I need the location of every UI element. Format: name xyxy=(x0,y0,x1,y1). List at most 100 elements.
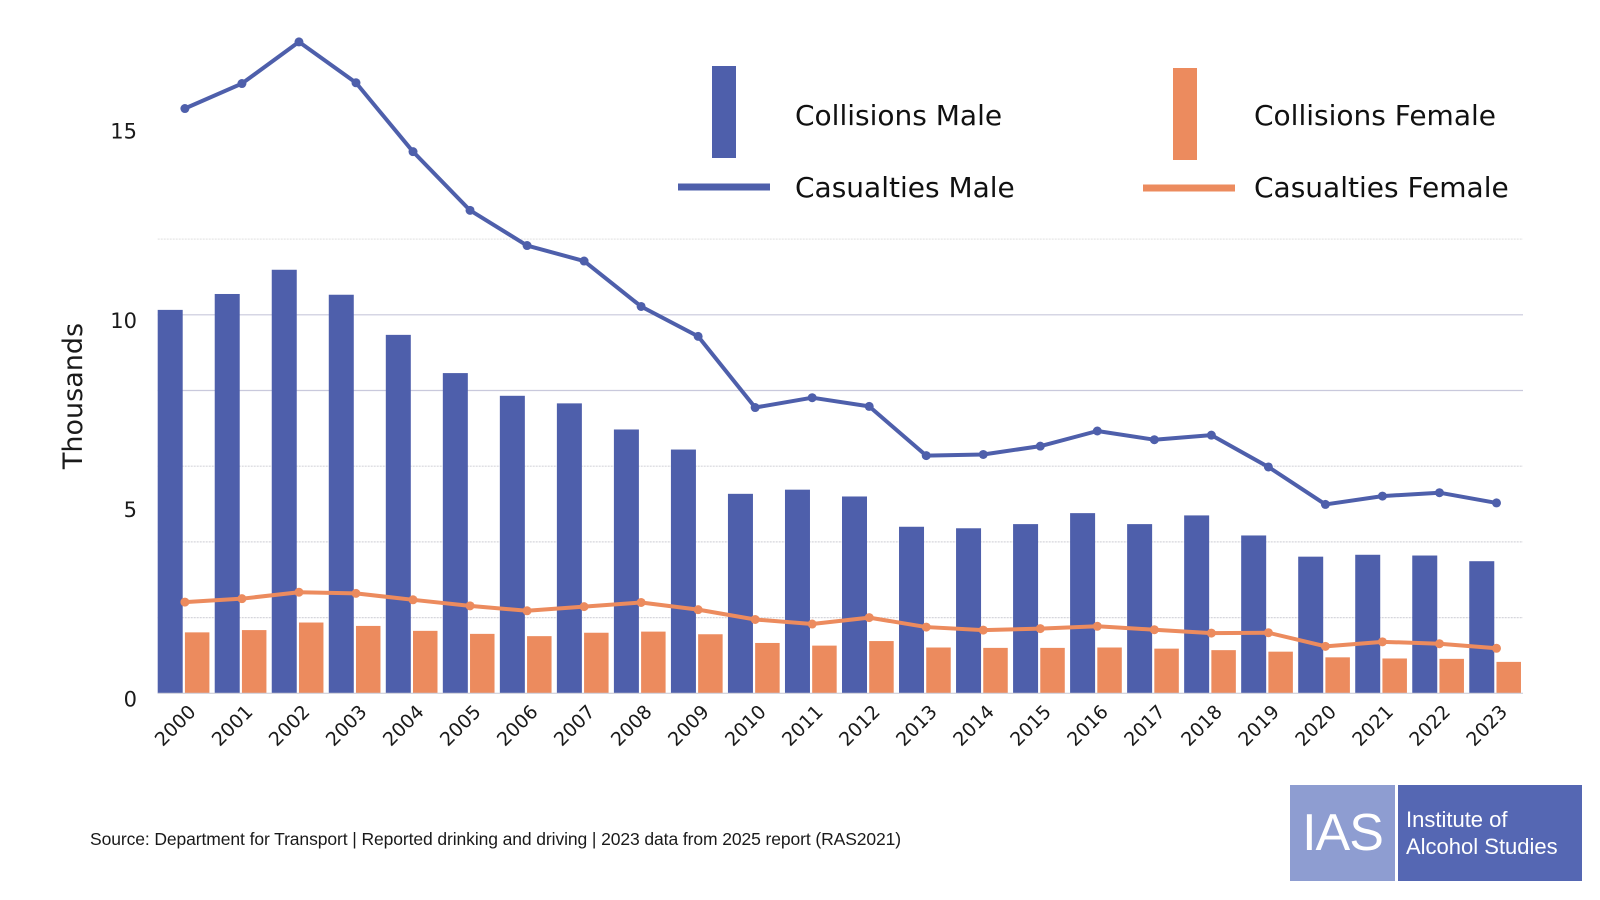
bar-collisions-male-2022 xyxy=(1412,555,1438,694)
x-tick-label: 2020 xyxy=(1291,701,1341,751)
logo-mark: IAS xyxy=(1290,785,1395,881)
bar-collisions-female-2013 xyxy=(926,647,951,694)
bar-collisions-female-2020 xyxy=(1325,657,1350,694)
point-casualties-female-2017 xyxy=(1149,625,1159,635)
bar-collisions-male-2003 xyxy=(328,294,354,694)
bar-collisions-male-2009 xyxy=(670,449,696,694)
bar-collisions-male-2014 xyxy=(956,528,982,694)
bar-collisions-female-2005 xyxy=(470,633,495,694)
point-casualties-female-2020 xyxy=(1320,641,1330,651)
point-casualties-male-2021 xyxy=(1377,491,1387,501)
point-casualties-female-2014 xyxy=(978,625,988,635)
point-casualties-female-2013 xyxy=(921,622,931,632)
x-tick-label: 2021 xyxy=(1348,701,1398,751)
logo-name: Institute of Alcohol Studies xyxy=(1398,785,1582,881)
point-casualties-female-2023 xyxy=(1491,643,1501,653)
point-casualties-female-2011 xyxy=(807,619,817,629)
point-casualties-female-2012 xyxy=(864,613,874,623)
point-casualties-male-2010 xyxy=(750,403,760,413)
point-casualties-male-2000 xyxy=(180,104,190,114)
bar-collisions-male-2023 xyxy=(1469,561,1495,694)
x-tick-label: 2019 xyxy=(1234,701,1284,751)
legend-label-casualties-male: Casualties Male xyxy=(795,171,1015,204)
point-casualties-male-2004 xyxy=(408,147,418,157)
bar-collisions-male-2004 xyxy=(385,334,411,694)
bar-collisions-male-2008 xyxy=(613,429,639,694)
point-casualties-male-2017 xyxy=(1149,435,1159,445)
point-casualties-male-2008 xyxy=(636,301,646,311)
point-casualties-female-2005 xyxy=(465,601,475,611)
x-tick-label: 2014 xyxy=(949,701,999,751)
point-casualties-male-2023 xyxy=(1491,498,1501,508)
bar-collisions-female-2002 xyxy=(298,622,324,694)
lines xyxy=(180,37,1501,653)
bar-collisions-female-2016 xyxy=(1097,647,1122,694)
y-tick-label: 10 xyxy=(110,309,137,333)
ias-logo: IAS Institute of Alcohol Studies xyxy=(1290,785,1582,881)
bar-collisions-male-2002 xyxy=(271,269,297,694)
bar-collisions-female-2001 xyxy=(241,630,267,694)
point-casualties-female-2007 xyxy=(579,602,589,612)
point-casualties-female-2022 xyxy=(1434,639,1444,649)
point-casualties-female-2003 xyxy=(351,588,361,598)
legend-item-collisions-male: Collisions Male xyxy=(712,66,1002,158)
x-tick-label: 2015 xyxy=(1006,701,1056,751)
x-tick-label: 2001 xyxy=(208,701,258,751)
point-casualties-male-2005 xyxy=(465,205,475,215)
bar-collisions-male-2020 xyxy=(1298,556,1324,694)
x-tick-label: 2009 xyxy=(664,701,714,751)
x-axis-ticks: 2000 2001 2002 2003 2004 2005 2006 2007 2008 2009… xyxy=(151,701,1512,751)
point-casualties-male-2006 xyxy=(522,241,532,251)
bar-collisions-female-2021 xyxy=(1382,658,1407,694)
x-tick-label: 2010 xyxy=(721,701,771,751)
bar-collisions-female-2007 xyxy=(584,632,609,694)
x-tick-label: 2018 xyxy=(1177,701,1227,751)
point-casualties-female-2002 xyxy=(294,587,304,597)
bar-collisions-female-2015 xyxy=(1040,647,1065,694)
x-tick-label: 2011 xyxy=(778,701,828,751)
x-tick-label: 2012 xyxy=(835,701,885,751)
point-casualties-female-2009 xyxy=(693,605,703,615)
legend-label-casualties-female: Casualties Female xyxy=(1254,171,1509,204)
bar-collisions-female-2023 xyxy=(1496,661,1521,694)
bar-collisions-male-2001 xyxy=(214,293,240,694)
point-casualties-female-2000 xyxy=(180,597,190,607)
bar-collisions-male-2013 xyxy=(899,526,925,694)
x-tick-label: 2016 xyxy=(1063,701,1113,751)
y-tick-label: 0 xyxy=(124,687,137,711)
logo-name-line1: Institute of xyxy=(1406,807,1508,832)
point-casualties-male-2002 xyxy=(294,37,304,47)
x-tick-label: 2017 xyxy=(1120,701,1170,751)
point-casualties-male-2016 xyxy=(1092,426,1102,436)
legend-item-casualties-male: Casualties Male xyxy=(678,171,1015,204)
bar-collisions-male-2012 xyxy=(842,496,867,694)
point-casualties-female-2006 xyxy=(522,606,532,616)
legend-swatch-collisions-male xyxy=(712,66,736,158)
bar-collisions-male-2000 xyxy=(157,309,183,694)
point-casualties-male-2014 xyxy=(978,449,988,459)
bar-collisions-male-2006 xyxy=(499,395,525,694)
point-casualties-male-2009 xyxy=(693,331,703,341)
bar-collisions-female-2003 xyxy=(355,625,381,694)
point-casualties-female-2004 xyxy=(408,595,418,605)
point-casualties-male-2003 xyxy=(351,78,361,88)
x-tick-label: 2007 xyxy=(550,701,600,751)
x-tick-label: 2006 xyxy=(493,701,543,751)
x-tick-label: 2008 xyxy=(607,701,657,751)
bar-collisions-male-2011 xyxy=(784,489,810,694)
logo-name-line2: Alcohol Studies xyxy=(1406,834,1558,859)
x-tick-label: 2013 xyxy=(892,701,942,751)
point-casualties-female-2008 xyxy=(636,597,646,607)
point-casualties-male-2001 xyxy=(237,79,247,89)
bar-collisions-female-2000 xyxy=(184,632,210,694)
point-casualties-male-2007 xyxy=(579,256,589,266)
point-casualties-female-2016 xyxy=(1092,621,1102,631)
bar-collisions-female-2004 xyxy=(413,630,438,694)
bar-collisions-female-2011 xyxy=(812,645,837,694)
y-axis-ticks: 0 5 10 15 xyxy=(110,120,137,712)
bar-collisions-female-2018 xyxy=(1211,650,1236,694)
point-casualties-female-2019 xyxy=(1263,628,1273,638)
bar-collisions-female-2012 xyxy=(869,641,894,694)
point-casualties-male-2011 xyxy=(807,393,817,403)
bar-collisions-male-2017 xyxy=(1127,524,1153,694)
